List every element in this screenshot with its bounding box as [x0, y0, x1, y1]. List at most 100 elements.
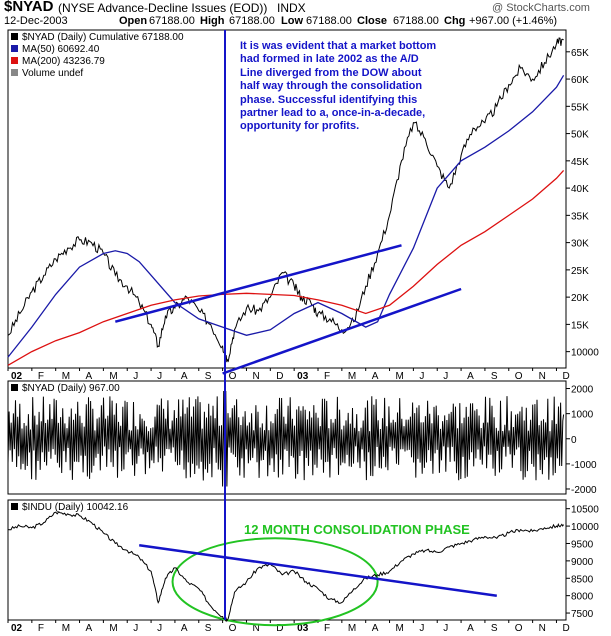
y-tick-label: 8500 [571, 574, 594, 585]
x-tick-label: D [276, 623, 283, 634]
x-tick-label: M [348, 623, 356, 634]
y-tick-label: 30K [571, 239, 589, 250]
chart-date: 12-Dec-2003 [4, 15, 68, 27]
x-tick-label: D [562, 623, 569, 634]
x-tick-label: 03 [297, 371, 309, 382]
x-tick-label: S [491, 371, 498, 382]
y-tick-label: 10000 [571, 348, 599, 359]
chg-label: Chg [444, 15, 466, 27]
x-tick-label: 02 [11, 623, 23, 634]
legend-swatch [11, 45, 18, 52]
x-tick-label: M [396, 623, 404, 634]
x-tick-label: M [348, 371, 356, 382]
y-tick-label: 45K [571, 157, 589, 168]
x-tick-label: M [62, 623, 70, 634]
x-tick-label: F [38, 371, 44, 382]
chart-exchange: INDX [277, 1, 306, 15]
x-tick-label: A [467, 623, 474, 634]
legend-label: Volume undef [22, 68, 83, 79]
chg-value: +967.00 (+1.46%) [469, 15, 558, 27]
open-label: Open [119, 15, 148, 27]
legend-label: $NYAD (Daily) 967.00 [22, 383, 120, 394]
daily-ad-series [7, 390, 565, 487]
x-tick-label: A [467, 371, 474, 382]
low-label: Low [281, 15, 303, 27]
x-tick-label: F [324, 623, 330, 634]
close-value: 67188.00 [393, 15, 439, 27]
y-tick-label: -1000 [571, 460, 597, 471]
legend-swatch [11, 57, 18, 64]
legend-label: MA(200) 43236.79 [22, 56, 105, 67]
y-tick-label: 1000 [571, 410, 594, 421]
x-tick-label: D [276, 371, 283, 382]
y-tick-label: -2000 [571, 485, 597, 496]
x-tick-label: A [181, 371, 188, 382]
consolidation-phase-label: 12 MONTH CONSOLIDATION PHASE [244, 522, 470, 537]
x-tick-label: J [133, 623, 138, 634]
chart-description: (NYSE Advance-Decline Issues (EOD)) [58, 1, 268, 15]
legend-label: $INDU (Daily) 10042.16 [22, 502, 129, 513]
x-tick-label: F [324, 371, 330, 382]
y-tick-label: 9000 [571, 557, 594, 568]
y-tick-label: 60K [571, 75, 589, 86]
x-tick-label: O [229, 623, 237, 634]
legend-swatch [11, 503, 18, 510]
y-tick-label: 10000 [571, 522, 599, 533]
x-tick-label: O [515, 371, 523, 382]
y-tick-label: 65K [571, 48, 589, 59]
x-tick-label: J [133, 371, 138, 382]
x-tick-label: M [109, 371, 117, 382]
y-tick-label: 50K [571, 130, 589, 141]
legend-label: MA(50) 60692.40 [22, 44, 100, 55]
y-tick-label: 10500 [571, 505, 599, 516]
x-tick-label: O [515, 623, 523, 634]
x-tick-label: O [229, 371, 237, 382]
low-value: 67188.00 [306, 15, 352, 27]
x-tick-label: 02 [11, 371, 23, 382]
high-value: 67188.00 [229, 15, 275, 27]
x-tick-label: S [205, 623, 212, 634]
open-value: 67188.00 [149, 15, 195, 27]
x-tick-label: N [252, 623, 259, 634]
y-tick-label: 7500 [571, 609, 594, 620]
y-tick-label: 55K [571, 102, 589, 113]
x-tick-label: 03 [297, 623, 309, 634]
x-tick-label: A [372, 623, 379, 634]
x-tick-label: F [38, 623, 44, 634]
x-tick-label: N [539, 623, 546, 634]
watermark: @ StockCharts.com [492, 2, 590, 14]
x-tick-label: J [443, 623, 448, 634]
x-tick-label: D [562, 371, 569, 382]
y-tick-label: 40K [571, 184, 589, 195]
y-tick-label: 9500 [571, 539, 594, 550]
x-tick-label: M [109, 623, 117, 634]
x-tick-label: M [62, 371, 70, 382]
panel-frame-main [7, 29, 567, 369]
chart-symbol: $NYAD [4, 0, 54, 15]
x-tick-label: J [157, 623, 162, 634]
close-label: Close [357, 15, 387, 27]
series-trendline [139, 543, 497, 597]
y-tick-label: 15K [571, 320, 589, 331]
annotation-ad-divergence: It is was evident that a market bottom h… [240, 40, 437, 133]
y-tick-label: 0 [571, 435, 577, 446]
x-tick-label: N [539, 371, 546, 382]
y-tick-label: 35K [571, 211, 589, 222]
y-tick-label: 2000 [571, 385, 594, 396]
panel-frame-daily [7, 380, 567, 495]
x-tick-label: J [443, 371, 448, 382]
legend-swatch [11, 69, 18, 76]
legend-swatch [11, 384, 18, 391]
x-tick-label: J [157, 371, 162, 382]
x-tick-label: S [491, 623, 498, 634]
x-tick-label: A [372, 371, 379, 382]
legend-swatch [11, 33, 18, 40]
series--nyad-daily-cumulative [7, 37, 564, 363]
x-tick-label: J [419, 623, 424, 634]
y-tick-label: 25K [571, 266, 589, 277]
series-ma-50- [7, 74, 565, 358]
x-tick-label: A [181, 623, 188, 634]
series-trendline-upper [114, 244, 402, 323]
x-tick-label: M [396, 371, 404, 382]
